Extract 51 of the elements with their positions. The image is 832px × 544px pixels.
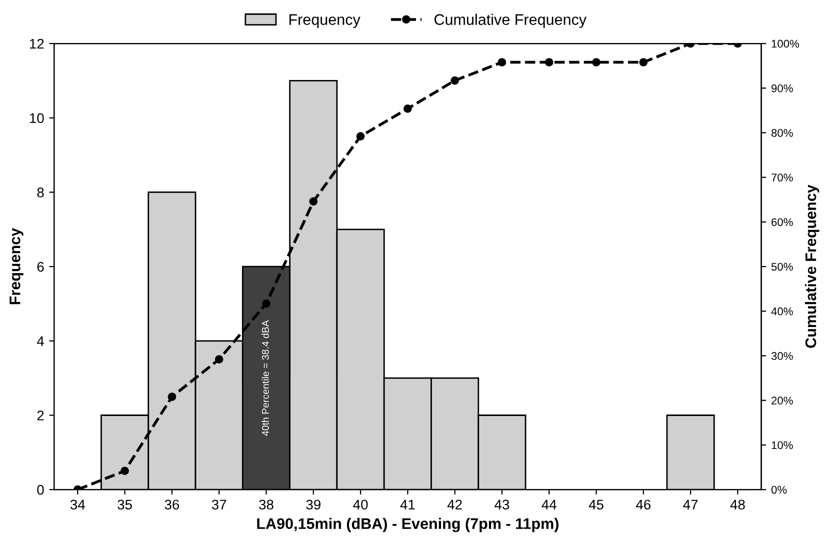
y-tick-label: 12: [30, 38, 44, 49]
y2-tick-label: 30%: [771, 352, 793, 360]
y2-tick-label: 20%: [772, 396, 793, 405]
point: [120, 466, 129, 476]
point: [309, 197, 318, 206]
y-tick-label: 4: [36, 336, 44, 346]
x-tick-label: 34: [70, 500, 85, 510]
x-tick-label: 43: [494, 500, 510, 510]
x-tick-label: 46: [636, 500, 651, 510]
point: [592, 58, 600, 66]
x-tick-label: 48: [730, 500, 745, 510]
y2-tick-label: 70%: [772, 174, 793, 182]
y2-tick-label: 0%: [771, 486, 787, 494]
y-tick-label: 10: [30, 113, 44, 124]
x-tick-label: 45: [588, 500, 604, 510]
point: [356, 132, 365, 140]
y-tick-label: 8: [37, 188, 44, 198]
legend-label: Cumulative Frequency: [434, 14, 587, 28]
x-tick-label: 41: [400, 500, 415, 510]
point: [262, 299, 270, 308]
y2-tick-label: 90%: [772, 84, 793, 92]
x-tick-label: 40: [353, 500, 368, 510]
y2-tick-label: 50%: [771, 262, 793, 271]
y2-tick-label: 40%: [771, 307, 793, 316]
x-axis-title: LA90,15min (dBA) - Evening (7pm - 11pm): [257, 518, 558, 532]
y2-tick-label: 60%: [772, 218, 793, 226]
point: [498, 58, 506, 66]
y2-tick-label: 10%: [772, 441, 793, 450]
y2-tick-label: 100%: [772, 40, 800, 48]
y-axis-title: Frequency: [10, 228, 24, 304]
x-tick-label: 39: [306, 500, 320, 510]
point: [214, 355, 224, 364]
y2-axis-title: Cumulative Frequency: [804, 184, 820, 348]
x-tick-label: 37: [212, 500, 226, 510]
point: [450, 76, 459, 85]
point: [404, 104, 412, 113]
point: [168, 392, 176, 401]
x-tick-label: 36: [164, 500, 180, 510]
x-tick-label: 42: [447, 500, 462, 510]
y-tick-label: 6: [37, 262, 44, 272]
x-tick-label: 35: [118, 500, 132, 510]
y2-tick-label: 80%: [771, 129, 793, 137]
y-tick-label: 0: [37, 484, 44, 495]
y-tick-label: 2: [37, 410, 44, 420]
legend-label: Frequency: [289, 14, 360, 28]
point: [639, 58, 648, 66]
x-tick-label: 38: [259, 500, 274, 510]
x-tick-label: 47: [683, 500, 698, 510]
point: [544, 58, 554, 66]
annotation: 40th Percentile = 38.4 dBA: [262, 320, 269, 436]
x-tick-label: 44: [542, 500, 556, 510]
